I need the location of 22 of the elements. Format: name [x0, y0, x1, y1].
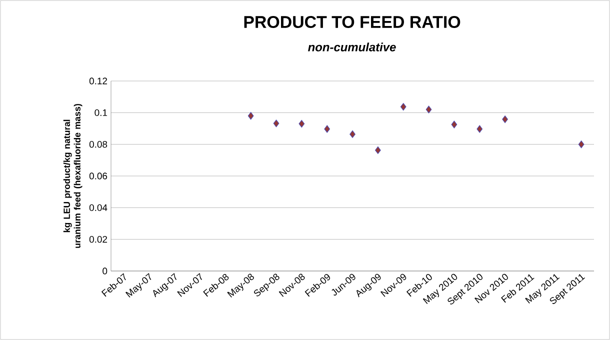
- point: [248, 112, 254, 120]
- point: [324, 125, 330, 133]
- point: [578, 140, 584, 148]
- point: [400, 103, 406, 111]
- y-tick-label: 0.04: [89, 204, 108, 212]
- y-axis-title: kg LEU product/kg natural uranium feed (hexafluoride mass): [63, 104, 82, 248]
- chart-subtitle: non-cumulative: [308, 42, 396, 52]
- y-tick-label: 0: [102, 268, 108, 274]
- point: [451, 120, 458, 128]
- y-tick-label: 0.08: [89, 140, 108, 148]
- point: [426, 106, 432, 114]
- y-tick-label: 0.06: [89, 172, 108, 180]
- y-tick-label: 0.02: [89, 236, 108, 243]
- point: [298, 120, 305, 128]
- y-tick-label: 0.12: [89, 78, 108, 84]
- point: [502, 116, 508, 124]
- y-tick-label: 0.1: [94, 109, 108, 116]
- point: [350, 130, 356, 138]
- chart-title: PRODUCT TO FEED RATIO: [244, 16, 460, 28]
- point: [273, 120, 280, 128]
- point: [375, 146, 381, 154]
- point: [476, 125, 483, 133]
